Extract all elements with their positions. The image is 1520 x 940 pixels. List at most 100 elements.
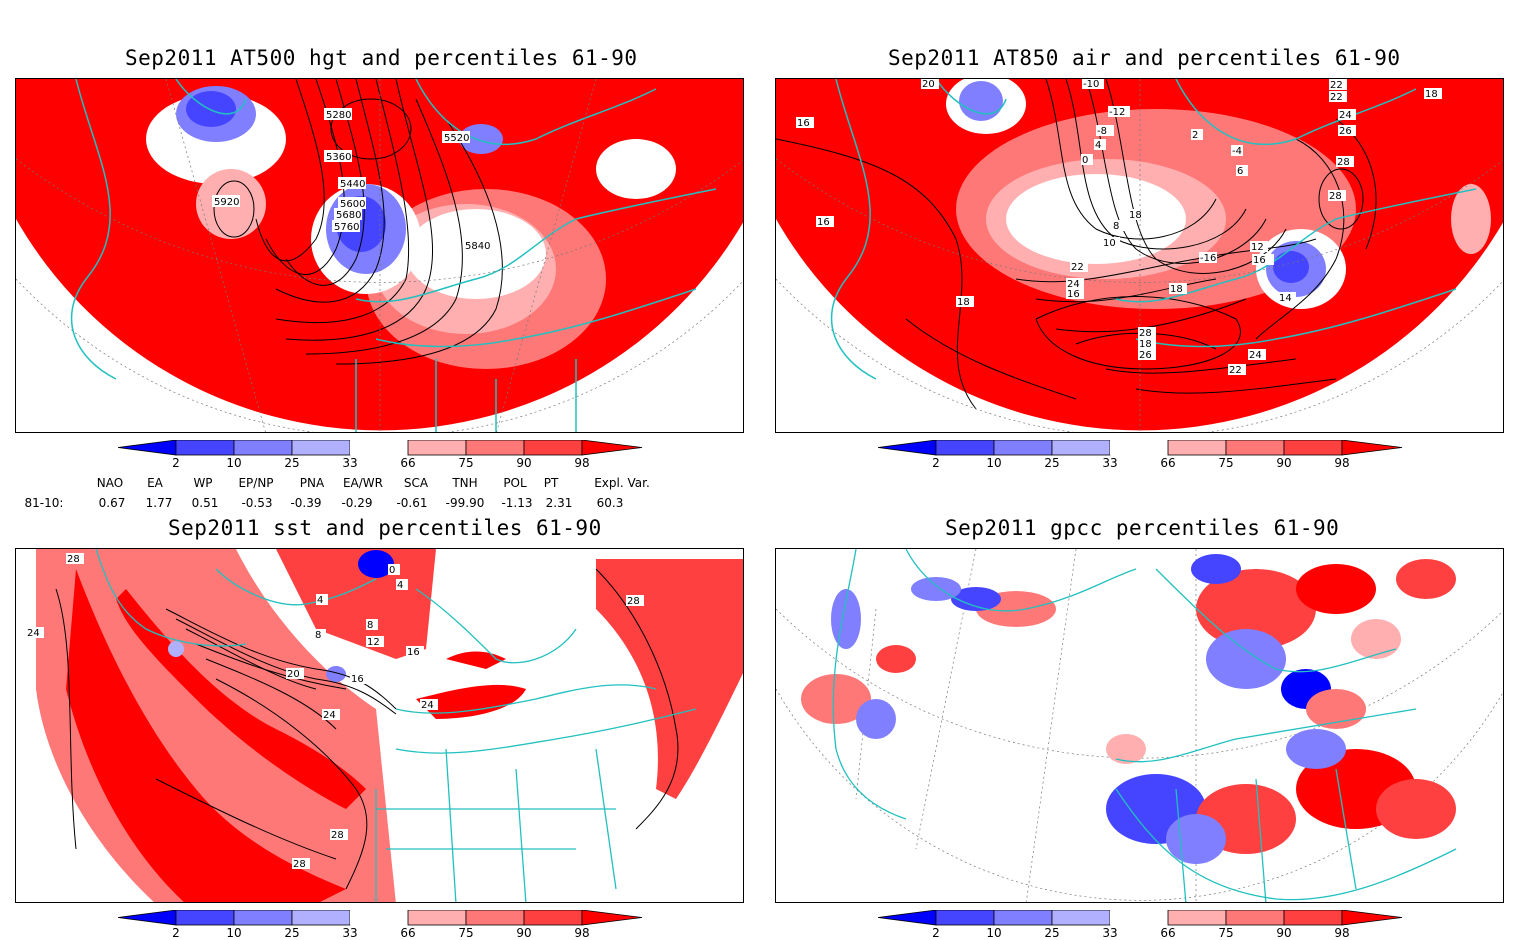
colorbar-label: 75 (1218, 926, 1234, 940)
contour-label-text: 22 (1229, 365, 1242, 376)
contour-label: 26 (1138, 349, 1156, 361)
colorbar-air850: 2 10 25 33 66 75 90 98 (877, 439, 1403, 472)
contour-label: 0 (388, 564, 400, 576)
colorbar-label: 10 (986, 456, 1002, 470)
map-panel-sst: 28 24 0 4 4 8 8 12 20 16 16 24 24 28 28 … (15, 548, 744, 903)
contour-label: 16 (1066, 288, 1084, 300)
contour-label-text: 22 (1330, 80, 1343, 91)
index-header: EA (147, 476, 163, 490)
contour-label-text: 16 (351, 674, 364, 685)
colorbar-label: 66 (400, 926, 416, 940)
contour-label: 8 (366, 619, 378, 631)
contour-label: 22 (1228, 364, 1246, 376)
colorbar-label: 2 (172, 926, 180, 940)
contour-label-text: 28 (1337, 157, 1350, 168)
contour-label-text: 14 (1279, 293, 1292, 304)
contour-label: 24 (1248, 349, 1266, 361)
coastlines (70, 79, 717, 432)
contour-label: 0 (1081, 154, 1093, 166)
neutral-area (406, 209, 546, 299)
gulf-stream-anomaly (116, 589, 366, 809)
colorbar-svg (877, 439, 1403, 456)
contour-label: 5360 (324, 150, 352, 163)
contour-label: -8 (1096, 125, 1114, 137)
index-header: PNA (299, 476, 325, 490)
neutral-area-2 (596, 139, 676, 199)
contour-label: 10 (1102, 237, 1120, 249)
contour-label: 18 (1169, 283, 1187, 295)
colorbar-label: 10 (226, 926, 242, 940)
precip-anomalies (801, 554, 1456, 864)
contour-label: 16 (350, 673, 368, 685)
cool-spot (326, 666, 346, 682)
contour-label: -10 (1082, 79, 1104, 90)
contour-label: 18 (1138, 338, 1156, 350)
contour-label: 16 (1252, 254, 1274, 266)
contour-label-text: 24 (421, 700, 434, 711)
contour-label-text: 16 (1253, 255, 1266, 266)
colorbar-label: 90 (516, 456, 532, 470)
contour-label: 24 (26, 627, 44, 639)
contour-label: 24 (322, 709, 340, 721)
contour-label: 28 (292, 858, 310, 870)
contour-label: 28 (330, 829, 348, 841)
contour-label-text: 16 (817, 217, 830, 228)
contour-label-text: 24 (27, 628, 40, 639)
contour-label: 12 (366, 636, 384, 648)
contour-labels: 20 -10 -12 22 22 18 16 -8 24 2 26 4 -4 0… (796, 79, 1442, 376)
panel-title-air850: Sep2011 AT850 air and percentiles 61-90 (888, 46, 1401, 70)
contour-label: 5440 (338, 177, 366, 190)
index-value: 0.51 (191, 496, 219, 510)
index-value: -1.13 (501, 496, 533, 510)
contour-label-text: 5280 (326, 110, 351, 121)
contour-label-text: 0 (1082, 155, 1088, 166)
contour-label: 5600 (338, 197, 366, 210)
contour-label-text: -4 (1232, 146, 1242, 157)
index-header: POL (503, 476, 527, 490)
contour-label-text: 5440 (340, 179, 365, 190)
contour-label-text: 16 (797, 118, 810, 129)
contour-label-text: 5840 (465, 241, 490, 252)
contour-label-text: 24 (1067, 279, 1080, 290)
colorbar-svg (117, 909, 643, 926)
atlantic-strong-anomaly (66, 569, 346, 902)
contour-labels: 28 24 0 4 4 8 8 12 20 16 16 24 24 28 28 … (26, 553, 644, 870)
colorbar-label: 98 (574, 926, 590, 940)
contour-label: 16 (816, 216, 834, 228)
contour-label: 12 (1250, 241, 1268, 253)
contour-label: 24 (1066, 278, 1084, 290)
contour-label-text: 18 (957, 297, 970, 308)
map-panel-gpcc (775, 548, 1504, 903)
contour-label-text: 28 (1329, 191, 1342, 202)
colorbar-label: 10 (986, 926, 1002, 940)
index-header: SCA (403, 476, 429, 490)
contour-label-text: 26 (1139, 350, 1152, 361)
contour-labels: 5280 5520 5360 5440 5600 5680 5760 5920 … (212, 108, 491, 252)
contour-label-text: 8 (1113, 221, 1119, 232)
contour-label: -16 (1199, 252, 1217, 264)
contour-label: 16 (406, 646, 424, 658)
colorbar-label: 98 (574, 456, 590, 470)
contour-label: -12 (1108, 106, 1130, 118)
cold-anomaly (358, 550, 394, 578)
colorbar-label: 90 (1276, 926, 1292, 940)
contour-label-text: 10 (1103, 238, 1116, 249)
contour-label-text: 28 (67, 554, 80, 565)
black-sea-anomaly (446, 651, 506, 669)
contour-label-text: 18 (1170, 284, 1183, 295)
contour-label: 22 (1329, 79, 1347, 91)
index-value: 0.67 (98, 496, 126, 510)
colorbar-label: 10 (226, 456, 242, 470)
contour-label-text: 5520 (444, 133, 469, 144)
index-value: 1.77 (145, 496, 173, 510)
index-value: -0.39 (290, 496, 322, 510)
contour-label-text: 28 (627, 596, 640, 607)
index-header: TNH (452, 476, 478, 490)
index-header: NAO (96, 476, 124, 490)
contour-label: 28 (1336, 156, 1354, 168)
contour-label-text: 2 (1192, 130, 1198, 141)
contour-label: 5680 (334, 208, 362, 221)
contour-label-text: 26 (1339, 126, 1352, 137)
colorbar-label: 33 (1102, 926, 1118, 940)
graticule (776, 79, 1503, 432)
